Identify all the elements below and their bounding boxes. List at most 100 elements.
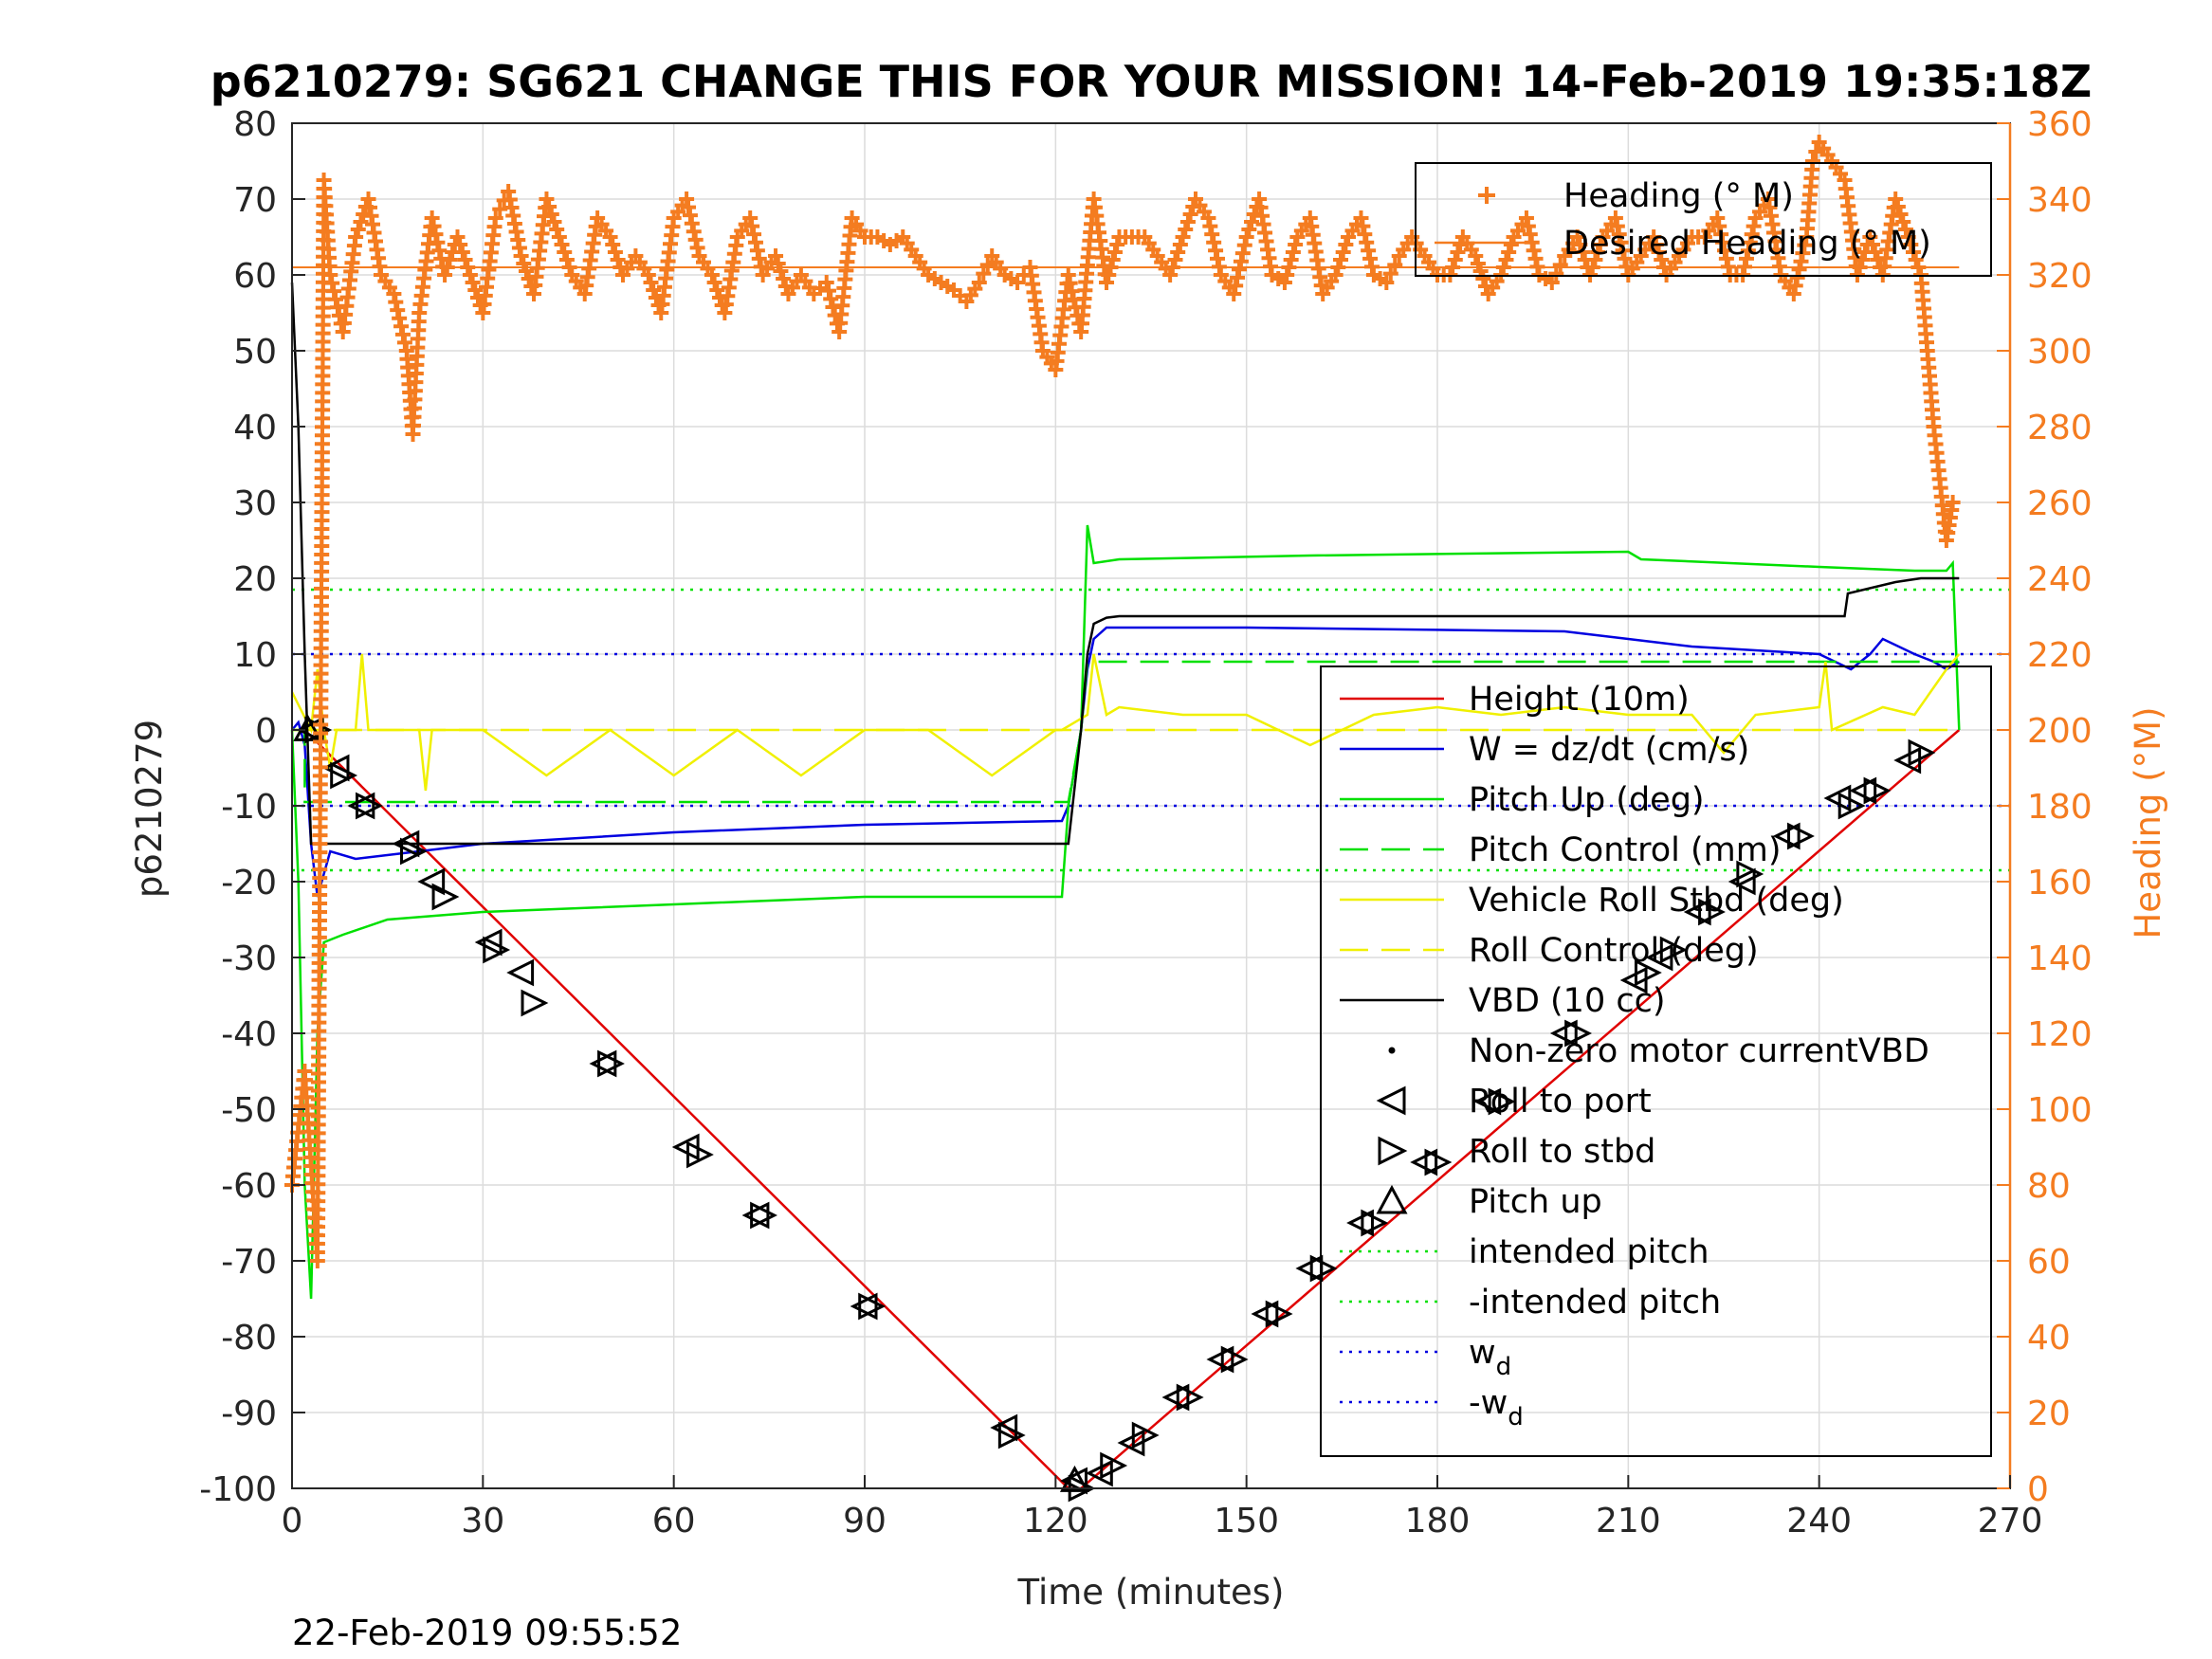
legend-box	[1320, 665, 1992, 1457]
roll-port-marker	[321, 754, 350, 782]
heading-point	[467, 283, 484, 298]
heading-point	[554, 237, 570, 252]
roll-stbd-marker	[997, 1421, 1026, 1449]
heading-point	[348, 229, 364, 245]
roll-stbd-marker	[1634, 958, 1662, 987]
heading-point	[1327, 267, 1344, 283]
y-tick-label: 80	[233, 105, 277, 144]
heading-point	[1283, 252, 1299, 267]
heading-point	[1587, 252, 1603, 267]
heading-point	[818, 275, 834, 290]
y2-tick-label: 80	[2027, 1167, 2071, 1206]
heading-point	[452, 237, 468, 252]
heading-point	[704, 267, 720, 283]
roll-stbd-marker	[1220, 1345, 1249, 1374]
x-tick-label: 60	[652, 1502, 696, 1540]
heading-point	[1900, 229, 1916, 245]
chart-title: p6210279: SG621 CHANGE THIS FOR YOUR MIS…	[210, 56, 2092, 107]
y2-tick-label: 340	[2027, 181, 2093, 220]
roll-stbd-marker	[521, 989, 549, 1017]
heading-point	[776, 271, 792, 286]
y2-tick-label: 60	[2027, 1243, 2071, 1282]
y2-tick-label: 280	[2027, 409, 2093, 447]
y2-tick-label: 40	[2027, 1319, 2071, 1358]
legend-label: intended pitch	[1469, 1233, 1709, 1271]
heading-point	[706, 275, 722, 290]
marker-layer	[293, 714, 1936, 1503]
roll-stbd-marker	[1736, 860, 1764, 888]
x-tick-label: 90	[843, 1502, 887, 1540]
y2-tick-label: 180	[2027, 788, 2093, 827]
heading-point	[1552, 257, 1568, 273]
heading-point	[1501, 245, 1517, 260]
legend-label: VBD (10 cc)	[1469, 982, 1666, 1020]
heading-point	[1175, 229, 1191, 245]
heading-point	[1167, 252, 1183, 267]
roll-stbd-marker	[1265, 1300, 1293, 1328]
heading-point	[1548, 265, 1564, 282]
roll-port-marker	[589, 1049, 617, 1078]
heading-point	[773, 264, 789, 279]
legend-box	[1415, 162, 1992, 277]
y-tick-label: 70	[233, 181, 277, 220]
heading-point	[546, 214, 562, 229]
heading-point	[1447, 252, 1463, 267]
heading-point	[1178, 222, 1194, 237]
heading-point	[1101, 267, 1117, 283]
heading-point	[1865, 237, 1881, 252]
heading-point	[1109, 237, 1125, 252]
heading-point	[1544, 275, 1560, 290]
heading-point	[457, 252, 473, 267]
heading-point	[1892, 207, 1909, 222]
heading-point	[768, 248, 784, 264]
roll-stbd-marker	[400, 837, 428, 866]
roll-port-marker	[474, 928, 503, 957]
heading-point	[820, 283, 836, 299]
y2-axis-label: Heading (°M)	[2128, 706, 2168, 939]
heading-point	[1804, 154, 1820, 169]
y-tick-label: 60	[233, 257, 277, 296]
y2-tick-label: 120	[2027, 1015, 2093, 1054]
heading-point	[539, 191, 555, 207]
legend-label: Roll to port	[1469, 1083, 1652, 1121]
roll-stbd-marker	[597, 1049, 625, 1078]
heading-point	[1651, 245, 1667, 260]
heading-point	[1572, 237, 1588, 252]
heading-point	[1862, 229, 1878, 245]
heading-point	[1450, 245, 1466, 260]
reference-lines	[292, 588, 2010, 872]
x-tick-label: 240	[1786, 1502, 1852, 1540]
heading-point	[1332, 252, 1348, 267]
legend-label: Heading (° M)	[1563, 177, 1794, 215]
y-tick-label: -70	[221, 1243, 277, 1282]
heading-point	[557, 245, 573, 260]
heading-point	[1285, 245, 1301, 260]
heading-point	[558, 252, 575, 267]
y2-tick-label: 260	[2027, 484, 2093, 523]
heading-point	[1387, 257, 1403, 273]
roll-stbd-marker	[750, 1201, 777, 1230]
y2-tick-label: 20	[2027, 1395, 2071, 1433]
heading-point	[1106, 245, 1123, 260]
heading-point	[1592, 237, 1608, 252]
heading-point	[605, 237, 621, 252]
y-tick-label: -80	[221, 1319, 277, 1358]
legend-label: Desired Heading (° M)	[1563, 225, 1931, 263]
y-tick-label: 10	[233, 636, 277, 675]
y-tick-label: 0	[255, 712, 277, 751]
heading-point	[1468, 248, 1484, 264]
heading-point	[1903, 237, 1919, 252]
y2-tick-label: 160	[2027, 864, 2093, 902]
heading-point	[1288, 237, 1304, 252]
heading-point	[449, 229, 466, 245]
x-axis-ticks: 0 30 60 90 120 150 180 210 240 270	[282, 1475, 2042, 1540]
heading-point	[465, 275, 481, 290]
x-tick-label: 120	[1023, 1502, 1088, 1540]
heading-point	[610, 252, 626, 267]
roll-port-marker	[1060, 1467, 1088, 1495]
y2-tick-label: 220	[2027, 636, 2093, 675]
y2-tick-label: 320	[2027, 257, 2093, 296]
y-tick-label: -40	[221, 1015, 277, 1054]
legend-swatch	[1376, 1085, 1406, 1116]
heading-point	[1238, 229, 1254, 245]
